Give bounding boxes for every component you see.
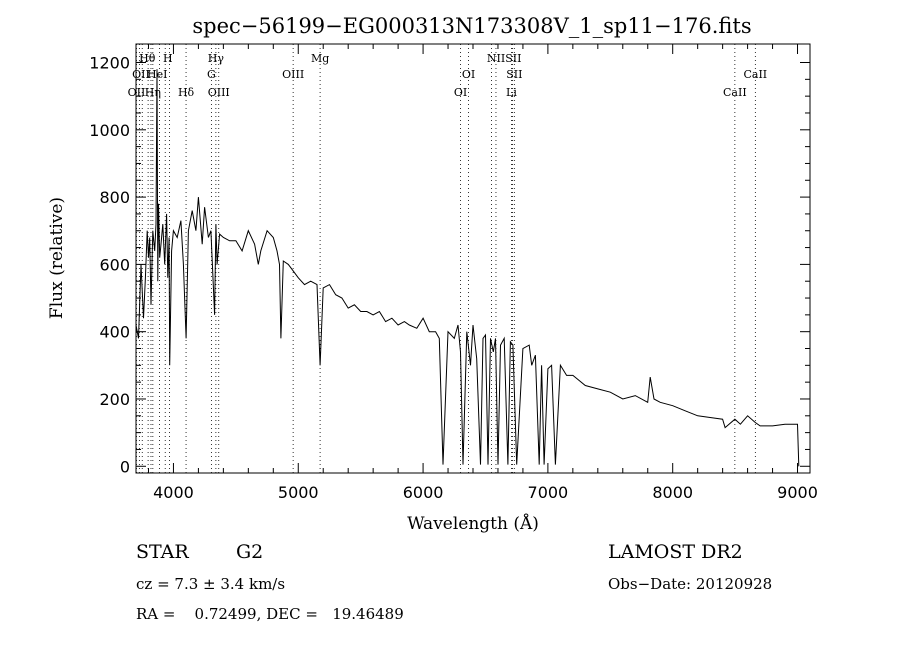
y-tick-label: 1000 [89,121,130,140]
x-tick-label: 4000 [153,483,194,502]
line-label: Mg [311,52,329,65]
line-label: Hθ [139,52,156,65]
line-label: Hη [145,86,161,99]
x-axis-label: Wavelength (Å) [407,513,539,534]
x-tick-label: 8000 [652,483,693,502]
x-tick-label: 9000 [777,483,818,502]
y-tick-label: 200 [99,390,130,409]
line-label: OII [132,68,150,81]
obs-date: Obs−Date: 20120928 [608,575,773,593]
line-label: OI [462,68,475,81]
line-label: OI [454,86,467,99]
object-subclass: G2 [236,541,264,563]
x-tick-label: 5000 [278,483,319,502]
spectrum-line [135,69,800,467]
y-tick-label: 1200 [89,54,130,73]
line-label: Hγ [208,52,225,65]
y-tick-label: 400 [99,323,130,342]
line-label: CaII [723,86,747,99]
x-tick-label: 7000 [528,483,569,502]
plot-frame [135,43,811,474]
redshift-cz: cz = 7.3 ± 3.4 km/s [136,575,286,593]
y-tick-label: 800 [99,188,130,207]
line-label: OIII [282,68,304,81]
y-axis-label: Flux (relative) [47,197,67,319]
line-label: NIISII [487,52,522,65]
line-label: CaII [743,68,767,81]
survey-name: LAMOST DR2 [608,541,743,563]
x-tick-label: 6000 [403,483,444,502]
y-axis: 0 200 400 600 800 1000 1200 [89,54,810,476]
line-label: H [163,52,173,65]
line-label: Hδ [178,86,195,99]
chart-title: spec−56199−EG000313N173308V_1_sp11−176.f… [192,14,751,38]
y-tick-label: 0 [120,457,130,476]
line-label: G [207,68,216,81]
object-class: STAR [136,541,189,563]
line-label: Li [506,86,517,99]
emission-line-markers [136,44,756,473]
line-label: SII [506,68,522,81]
y-tick-label: 600 [99,255,130,274]
line-label: OIII [208,86,230,99]
x-axis: 4000 5000 6000 7000 8000 9000 [147,44,818,502]
coordinates: RA = 0.72499, DEC = 19.46489 [136,605,404,623]
